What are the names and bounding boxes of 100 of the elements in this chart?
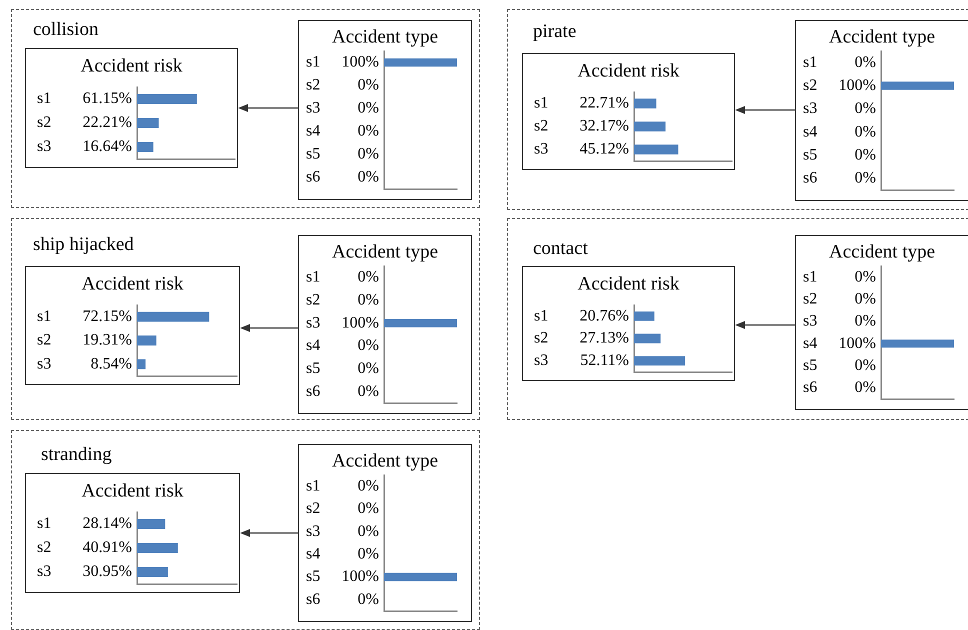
data-label: 0% — [854, 356, 876, 374]
chart-title: Accident type — [332, 450, 438, 472]
data-label: 0% — [854, 146, 876, 164]
y-tick-label: s2 — [37, 114, 52, 132]
y-tick-label: s1 — [306, 54, 320, 71]
y-tick-label: s5 — [803, 356, 818, 374]
data-label: 100% — [838, 76, 876, 94]
data-label: 30.95% — [82, 563, 132, 580]
data-label: 0% — [358, 146, 379, 163]
data-label: 0% — [854, 268, 876, 286]
y-tick-label: s1 — [37, 90, 52, 108]
y-tick-label: s2 — [306, 76, 320, 94]
data-label: 40.91% — [82, 539, 132, 556]
y-tick-label: s1 — [534, 307, 548, 324]
data-label: 0% — [854, 312, 876, 330]
data-label: 52.11% — [580, 352, 629, 370]
y-tick-label: s1 — [803, 54, 818, 71]
y-tick-label: s2 — [37, 332, 52, 349]
y-tick-label: s3 — [306, 522, 320, 540]
y-tick-label: s4 — [306, 337, 320, 354]
y-tick-label: s2 — [803, 290, 818, 308]
y-tick-label: s2 — [37, 539, 52, 556]
y-tick-label: s3 — [534, 140, 548, 158]
data-label: 20.76% — [580, 307, 629, 324]
y-tick-label: s5 — [803, 146, 818, 164]
y-tick-label: s4 — [306, 122, 320, 140]
y-tick-label: s6 — [803, 170, 818, 187]
y-tick-label: s1 — [534, 94, 548, 112]
y-tick-label: s3 — [534, 352, 548, 370]
data-label: 0% — [358, 337, 379, 354]
y-tick-label: s4 — [306, 546, 320, 563]
data-label: 0% — [358, 382, 379, 400]
data-label: 61.15% — [82, 90, 132, 108]
data-label: 0% — [854, 123, 876, 140]
data-label: 0% — [854, 170, 876, 187]
data-label: 100% — [342, 568, 379, 586]
text: stranding — [41, 444, 112, 466]
y-tick-label: s6 — [306, 590, 320, 608]
y-tick-label: s2 — [306, 291, 320, 308]
data-label: 22.21% — [82, 114, 132, 132]
y-tick-label: s2 — [534, 330, 548, 347]
chart-title: Accident type — [828, 241, 936, 262]
y-tick-label: s3 — [803, 312, 818, 330]
data-label: 0% — [358, 100, 379, 117]
data-label: 100% — [838, 334, 876, 352]
y-tick-label: s3 — [306, 100, 320, 117]
y-tick-label: s4 — [803, 123, 818, 140]
y-tick-label: s3 — [37, 563, 52, 580]
y-tick-label: s1 — [306, 268, 320, 286]
data-label: 19.31% — [82, 332, 132, 349]
y-tick-label: s5 — [306, 568, 320, 586]
data-label: 28.14% — [82, 515, 132, 532]
chart-title: Accident type — [332, 26, 438, 48]
y-tick-label: s3 — [803, 100, 818, 118]
data-label: 16.64% — [82, 138, 132, 156]
y-tick-label: s6 — [306, 382, 320, 400]
y-tick-label: s2 — [306, 500, 320, 518]
data-label: 27.13% — [580, 330, 629, 347]
chart-title: Accident risk — [82, 480, 184, 502]
data-label: 100% — [342, 54, 379, 71]
data-label: 0% — [358, 546, 379, 563]
data-label: 0% — [358, 500, 379, 518]
data-label: 0% — [358, 122, 379, 140]
y-tick-label: s2 — [803, 76, 818, 94]
y-tick-label: s2 — [534, 118, 548, 135]
y-tick-label: s6 — [803, 379, 818, 396]
data-label: 0% — [358, 590, 379, 608]
chart-title: Accident risk — [578, 273, 680, 294]
y-tick-label: s6 — [306, 168, 320, 186]
y-tick-label: s3 — [306, 314, 320, 332]
y-tick-label: s4 — [803, 334, 818, 352]
data-label: 72.15% — [82, 308, 132, 326]
data-label: 100% — [342, 314, 379, 332]
data-label: 45.12% — [580, 140, 629, 158]
y-tick-label: s3 — [37, 355, 52, 372]
y-tick-label: s1 — [37, 308, 52, 326]
data-label: 0% — [358, 168, 379, 186]
text: pirate — [533, 21, 576, 43]
data-label: 0% — [358, 478, 379, 495]
y-tick-label: s1 — [803, 268, 818, 286]
y-tick-label: s1 — [37, 515, 52, 532]
chart-title: Accident risk — [578, 60, 680, 82]
data-label: 22.71% — [580, 94, 629, 112]
data-label: 0% — [358, 268, 379, 286]
chart-title: Accident type — [332, 241, 438, 262]
chart-title: Accident type — [828, 26, 936, 48]
data-label: 0% — [854, 290, 876, 308]
y-tick-label: s5 — [306, 146, 320, 163]
data-label: 0% — [358, 522, 379, 540]
chart-title: Accident risk — [82, 273, 184, 294]
text: ship hijacked — [33, 234, 134, 256]
y-tick-label: s5 — [306, 360, 320, 377]
data-label: 0% — [854, 100, 876, 118]
data-label: 0% — [358, 360, 379, 377]
text: collision — [33, 19, 98, 41]
data-label: 8.54% — [90, 355, 132, 372]
y-tick-label: s3 — [37, 138, 52, 156]
data-label: 0% — [854, 379, 876, 396]
data-label: 32.17% — [580, 118, 629, 135]
data-label: 0% — [854, 54, 876, 71]
